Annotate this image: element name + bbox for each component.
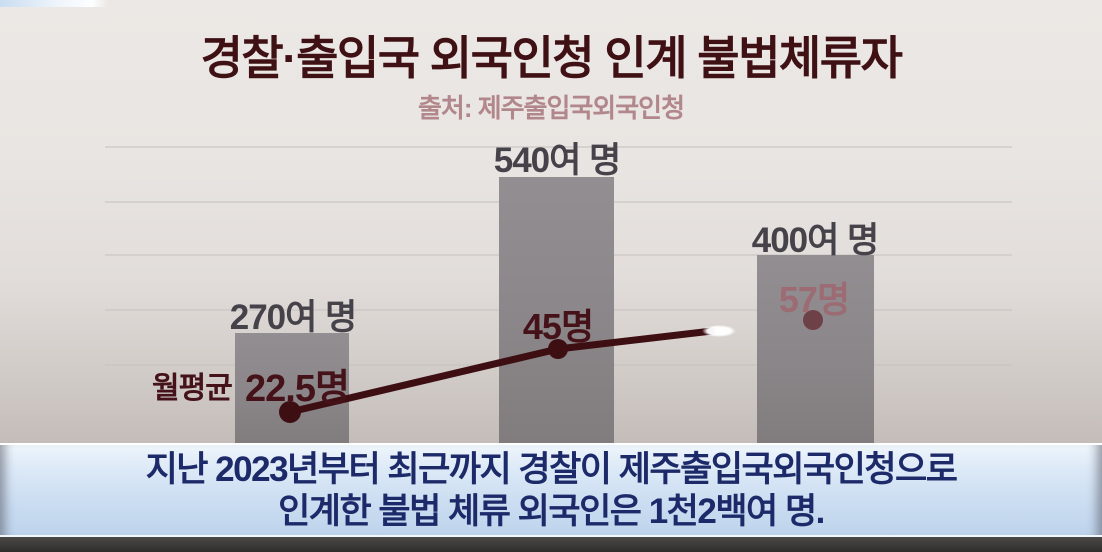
bar-270 [235, 333, 349, 443]
chart-title: 경찰·출입국 외국인청 인계 불법체류자 [200, 32, 903, 84]
bottom-bar [0, 537, 1102, 552]
avg-value-2: 45명 [522, 306, 594, 347]
line-point-3 [803, 310, 823, 330]
caption-line-1: 지난 2023년부터 최근까지 경찰이 제주출입국외국인청으로 [145, 450, 958, 489]
bar-400 [757, 255, 874, 443]
avg-value-3: 57명 [778, 279, 850, 320]
top-left-banner-remnant [0, 0, 108, 7]
line-point-2 [548, 339, 568, 359]
caption-line-2: 인계한 불법 체류 외국인은 1천2백여 명. [278, 492, 825, 531]
chart-area: 경찰·출입국 외국인청 인계 불법체류자 출처: 제주출입국외국인청 270여 … [0, 0, 1102, 445]
gridline [105, 146, 1012, 148]
trend-line [286, 327, 716, 416]
bar-label-400: 400여 명 [751, 221, 880, 260]
avg-prefix-label: 월평균 [152, 372, 233, 405]
avg-value-1: 22.5명 [245, 368, 350, 410]
line-point-1 [279, 401, 301, 423]
bar-label-540: 540여 명 [493, 141, 622, 180]
line-tip-highlight [702, 325, 736, 337]
bar-label-270: 270여 명 [229, 298, 358, 337]
caption-band: 지난 2023년부터 최근까지 경찰이 제주출입국외국인청으로 인계한 불법 체… [0, 443, 1102, 537]
bar-540 [499, 177, 614, 443]
source-label: 출처: 제주출입국외국인청 [417, 93, 685, 123]
trend-line-chart [279, 310, 823, 423]
